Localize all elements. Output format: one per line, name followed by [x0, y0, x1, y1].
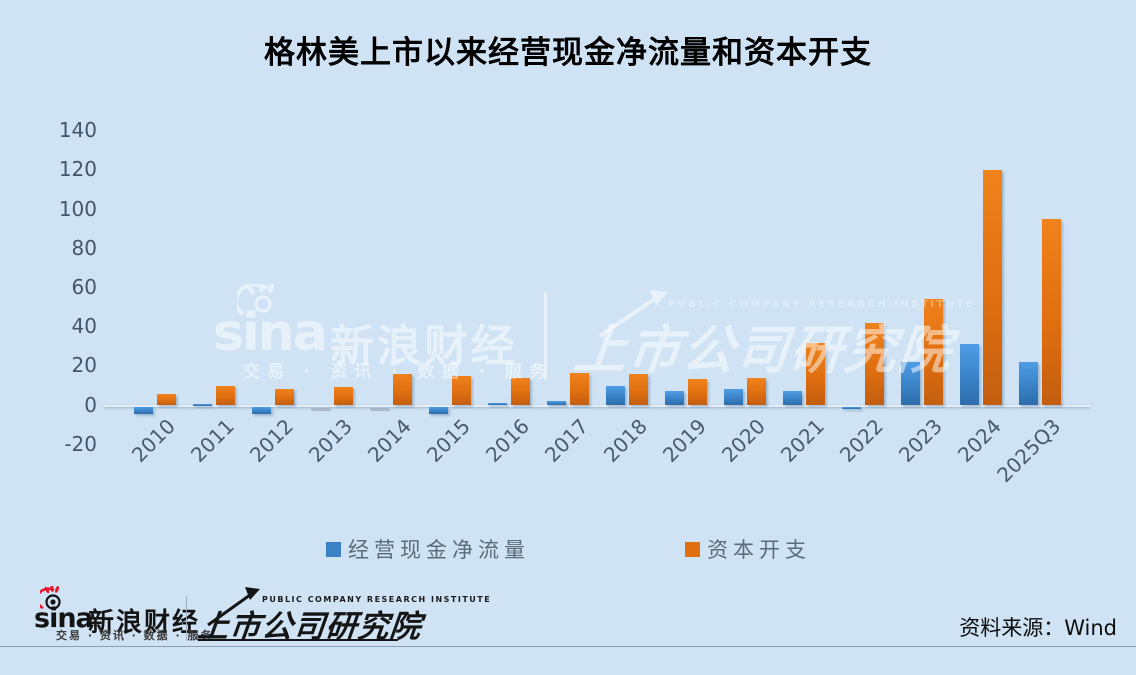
footer-divider	[186, 596, 187, 641]
bar-capex-2024	[983, 169, 1002, 406]
bar-ocf-2024	[960, 344, 979, 406]
x-axis-tick-label: 2023	[894, 414, 947, 467]
bar-ocf-2019	[665, 391, 684, 406]
y-axis-tick-label: 60	[71, 274, 97, 299]
bar-ocf-2013	[311, 407, 330, 410]
y-axis-tick-label: 120	[58, 157, 97, 182]
bar-ocf-2011	[193, 403, 212, 406]
bar-ocf-2018	[606, 385, 625, 406]
chart-title: 格林美上市以来经营现金净流量和资本开支	[264, 35, 872, 71]
y-axis-tick-label: 0	[84, 392, 97, 417]
bar-ocf-2020	[724, 389, 743, 406]
bar-capex-2017	[570, 372, 589, 406]
x-axis-tick-label: 2012	[245, 414, 298, 467]
x-axis-tick-label: 2015	[422, 414, 475, 467]
y-axis-tick-label: 100	[58, 196, 97, 221]
x-axis-tick-label: 2021	[776, 414, 829, 467]
sina-eye-watermark-icon	[237, 284, 274, 316]
y-axis-tick-label: -20	[64, 431, 97, 456]
bar-ocf-2016	[488, 403, 507, 406]
y-axis-tick-label: 40	[71, 314, 97, 339]
institute-arrow-icon	[207, 587, 260, 627]
bar-capex-2019	[688, 379, 707, 406]
x-axis-tick-label: 2017	[540, 414, 593, 467]
bar-capex-2016	[511, 377, 530, 406]
legend-swatch-blue	[326, 541, 341, 557]
x-axis-tick-label: 2024	[953, 414, 1006, 467]
x-axis-tick-label: 2010	[127, 414, 180, 467]
bar-capex-2013	[334, 387, 353, 406]
sina-logo-word: sina	[34, 603, 94, 634]
bar-capex-2022	[865, 323, 884, 406]
x-axis-tick-label: 2016	[481, 414, 534, 467]
zero-axis-line	[104, 405, 1090, 407]
bar-ocf-2021	[783, 391, 802, 406]
x-axis-tick-label: 2022	[835, 414, 888, 467]
sina-watermark-brand: 新浪财经	[330, 321, 518, 372]
bar-capex-2020	[747, 377, 766, 406]
y-axis-tick-label: 20	[71, 353, 97, 378]
bar-ocf-2022	[842, 406, 861, 409]
sina-eye-icon	[40, 586, 61, 610]
watermark-divider	[544, 292, 547, 380]
arrow-watermark-icon	[598, 290, 668, 338]
bar-capex-2014	[393, 373, 412, 406]
bar-ocf-2023	[901, 362, 920, 406]
bar-ocf-2025Q3	[1019, 361, 1038, 406]
bar-ocf-2010	[134, 406, 153, 415]
legend-item-capex: 资本开支	[685, 534, 811, 564]
x-axis-tick-label: 2014	[363, 414, 416, 467]
x-axis-tick-label: 2025Q3	[991, 414, 1065, 488]
legend-label-capex: 资本开支	[707, 538, 811, 562]
bar-capex-2015	[452, 375, 471, 406]
bar-ocf-2014	[370, 407, 389, 410]
bar-ocf-2012	[252, 406, 271, 414]
legend-label-ocf: 经营现金净流量	[348, 538, 530, 562]
bar-ocf-2017	[547, 401, 566, 406]
bar-capex-2023	[924, 298, 943, 406]
bar-capex-2010	[157, 393, 176, 406]
x-axis-tick-label: 2019	[658, 414, 711, 467]
institute-underline	[198, 639, 398, 641]
institute-watermark: 上市公司研究院	[571, 321, 956, 381]
y-axis-tick-label: 140	[58, 118, 97, 143]
x-axis-tick-label: 2020	[717, 414, 770, 467]
bar-capex-2012	[275, 389, 294, 406]
bar-capex-2025Q3	[1042, 218, 1061, 406]
institute-logo-en: PUBLIC COMPANY RESEARCH INSTITUTE	[262, 595, 492, 604]
sina-logo-tagline: 交易 · 资讯 · 数据 · 服务	[56, 629, 214, 642]
data-source: 资料来源：Wind	[959, 616, 1117, 640]
sina-watermark-word: sina	[213, 303, 328, 363]
legend-item-ocf: 经营现金净流量	[326, 534, 530, 564]
x-axis-tick-label: 2013	[304, 414, 357, 467]
bar-capex-2021	[806, 343, 825, 406]
bar-capex-2018	[629, 373, 648, 406]
sina-logo-brand: 新浪财经	[88, 608, 201, 638]
y-axis-tick-label: 80	[71, 235, 97, 260]
bar-ocf-2015	[429, 406, 448, 415]
legend-swatch-orange	[685, 541, 700, 557]
x-axis-tick-label: 2018	[599, 414, 652, 467]
bar-capex-2011	[216, 385, 235, 406]
bottom-rule	[0, 646, 1136, 647]
x-axis-tick-label: 2011	[186, 414, 239, 467]
